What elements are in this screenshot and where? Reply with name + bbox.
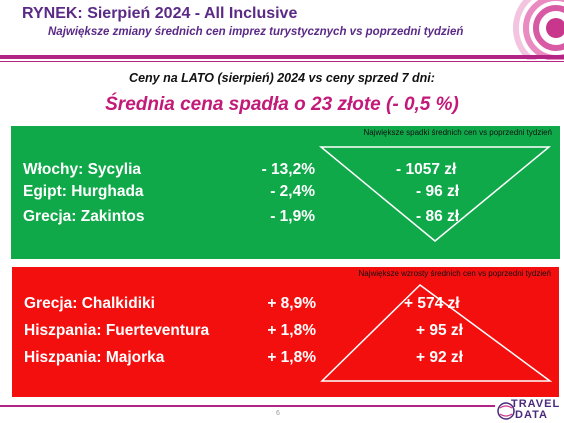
- percent-change: + 8,9%: [267, 295, 316, 312]
- summary-average-change: Średnia cena spadła o 23 złote (- 0,5 %): [105, 94, 459, 115]
- logo-text-bottom: DATA: [515, 409, 548, 421]
- logo-globe-icon: [497, 402, 515, 420]
- destination-name: Hiszpania: Majorka: [24, 349, 165, 366]
- price-rises-panel: Największe wzrosty średnich cen vs poprz…: [11, 266, 560, 398]
- destination-name: Grecja: Chalkidiki: [24, 295, 155, 312]
- amount-change: - 96 zł: [416, 183, 460, 200]
- rise-row: Hiszpania: Fuerteventura + 1,8% + 95 zł: [12, 322, 561, 346]
- page-number: 6: [276, 410, 280, 417]
- decorative-circles: [513, 0, 564, 60]
- percent-change: - 1,9%: [270, 208, 315, 225]
- amount-change: + 95 zł: [416, 322, 463, 339]
- price-drops-panel: Największe spadki średnich cen vs poprze…: [11, 126, 560, 259]
- rise-row: Hiszpania: Majorka + 1,8% + 92 zł: [12, 349, 561, 373]
- destination-name: Hiszpania: Fuerteventura: [24, 322, 210, 339]
- amount-change: + 574 zł: [404, 295, 460, 312]
- logo-text-top: TRAVEL: [511, 398, 561, 410]
- summary-heading: Ceny na LATO (sierpień) 2024 vs ceny spr…: [129, 71, 435, 85]
- header-divider: [0, 55, 564, 59]
- destination-name: Grecja: Zakintos: [23, 208, 145, 225]
- amount-change: + 92 zł: [416, 349, 463, 366]
- footer-divider: [0, 405, 495, 407]
- down-triangle-outline: [318, 146, 552, 242]
- drop-row: Włochy: Sycylia - 13,2% - 1057 zł: [11, 161, 560, 185]
- percent-change: + 1,8%: [267, 322, 316, 339]
- percent-change: - 13,2%: [261, 161, 315, 178]
- travel-data-logo: TRAVEL DATA: [497, 398, 563, 422]
- amount-change: - 1057 zł: [396, 161, 457, 178]
- destination-name: Egipt: Hurghada: [23, 183, 144, 200]
- drop-row: Grecja: Zakintos - 1,9% - 86 zł: [11, 208, 560, 232]
- header-divider-thin: [0, 61, 564, 62]
- drop-row: Egipt: Hurghada - 2,4% - 96 zł: [11, 183, 560, 207]
- destination-name: Włochy: Sycylia: [23, 161, 142, 178]
- page-title: RYNEK: Sierpień 2024 - All Inclusive: [22, 5, 298, 22]
- page-subtitle: Największe zmiany średnich cen imprez tu…: [48, 26, 464, 38]
- percent-change: - 2,4%: [270, 183, 315, 200]
- percent-change: + 1,8%: [267, 349, 316, 366]
- drops-caption: Największe spadki średnich cen vs poprze…: [363, 128, 552, 137]
- up-triangle-outline: [320, 284, 553, 382]
- amount-change: - 86 zł: [416, 208, 460, 225]
- rises-caption: Największe wzrosty średnich cen vs poprz…: [358, 269, 551, 278]
- rise-row: Grecja: Chalkidiki + 8,9% + 574 zł: [12, 295, 561, 319]
